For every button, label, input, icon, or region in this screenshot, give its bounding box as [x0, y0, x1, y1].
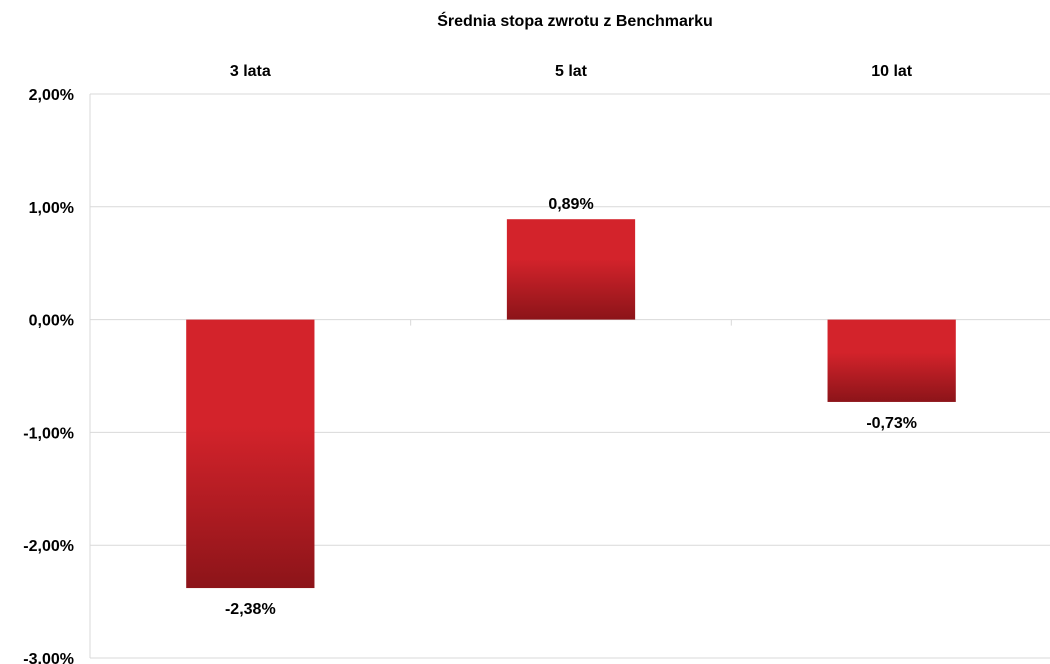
y-tick-label: 0,00%: [29, 313, 74, 330]
y-tick-label: -3,00%: [23, 651, 74, 664]
category-label: 5 lat: [555, 63, 588, 80]
data-labels: -2,38% 0,89% -0,73%: [225, 196, 917, 618]
category-label: 10 lat: [871, 63, 913, 80]
data-label: -2,38%: [225, 601, 276, 618]
bar: [186, 319, 315, 589]
category-label: 3 lata: [230, 63, 271, 80]
bars: [186, 219, 956, 589]
y-axis-ticks: 2,00% 1,00% 0,00% -1,00% -2,00% -3,00%: [23, 87, 74, 664]
bar: [506, 219, 636, 320]
y-tick-label: -1,00%: [23, 425, 74, 442]
bar: [827, 319, 956, 402]
y-tick-label: 1,00%: [29, 200, 74, 217]
data-label: -0,73%: [866, 415, 917, 432]
chart-title: Średnia stopa zwrotu z Benchmarku: [437, 11, 713, 30]
y-tick-label: -2,00%: [23, 538, 74, 555]
y-tick-label: 2,00%: [29, 87, 74, 104]
data-label: 0,89%: [548, 196, 593, 213]
category-labels: 3 lata 5 lat 10 lat: [230, 63, 913, 80]
